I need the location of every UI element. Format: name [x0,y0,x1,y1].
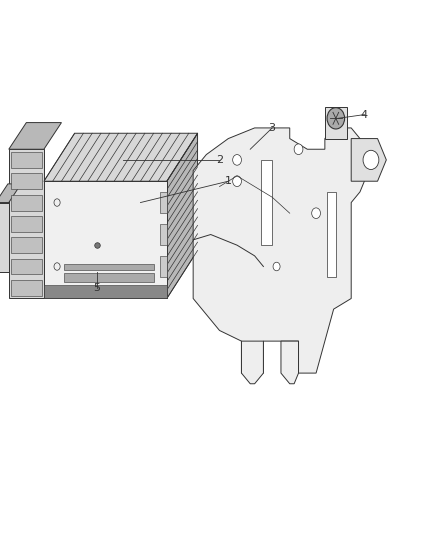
Circle shape [293,144,302,155]
Polygon shape [241,341,263,384]
Polygon shape [261,160,272,245]
Polygon shape [166,133,197,298]
Polygon shape [0,203,9,272]
Polygon shape [11,280,42,296]
Text: 3: 3 [268,123,275,133]
Polygon shape [160,256,166,277]
Polygon shape [44,133,197,181]
Polygon shape [350,139,385,181]
Circle shape [326,108,344,129]
Polygon shape [11,237,42,253]
Polygon shape [11,259,42,274]
Text: 5: 5 [93,283,100,293]
Polygon shape [64,273,153,282]
Polygon shape [11,195,42,211]
Polygon shape [9,123,61,149]
Polygon shape [64,264,153,270]
Polygon shape [280,341,298,384]
Polygon shape [160,192,166,213]
Polygon shape [324,107,346,139]
Circle shape [362,150,378,169]
Polygon shape [160,224,166,245]
Polygon shape [11,173,42,189]
Circle shape [311,208,320,219]
Polygon shape [193,128,368,373]
Polygon shape [11,216,42,232]
Polygon shape [0,184,21,203]
Polygon shape [11,152,42,168]
Text: 2: 2 [215,155,223,165]
Text: 1: 1 [224,176,231,186]
Polygon shape [326,192,335,277]
Circle shape [232,155,241,165]
Circle shape [272,262,279,271]
Polygon shape [44,181,166,298]
Circle shape [232,176,241,187]
Polygon shape [9,149,44,298]
Text: 4: 4 [360,110,367,119]
Polygon shape [44,285,166,298]
